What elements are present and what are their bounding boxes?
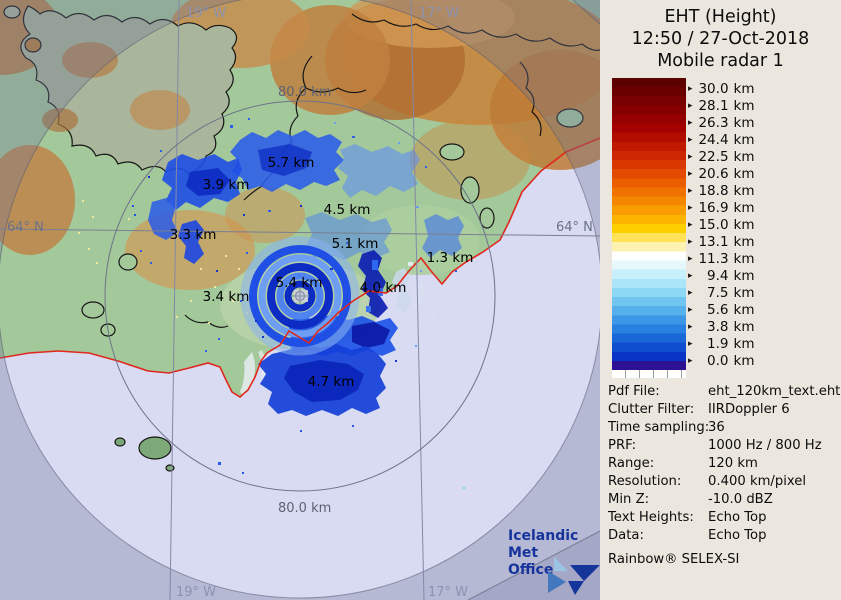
lon-label-bottom-right: 17° W (428, 585, 468, 600)
height-color-scale (612, 78, 686, 370)
tick-arrow-icon: ▸ (688, 338, 693, 349)
tick-arrow-icon: ▸ (688, 236, 693, 247)
radar-site-spiral (240, 236, 360, 356)
radar-echoes (132, 118, 465, 489)
radar-map-canvas: 19° W 17° W 80.0 km 64° N 64° N 80.0 km … (0, 0, 600, 600)
tick-arrow-icon: ▸ (688, 253, 693, 264)
color-scale-tick: ▸ 24.4 km (688, 131, 755, 148)
color-scale-tick: ▸ 28.1 km (688, 97, 755, 114)
echo-height-label: 4.5 km (324, 202, 371, 218)
color-scale-tick: ▸ 9.4 km (688, 267, 755, 284)
metadata-row: PRF: 1000 Hz / 800 Hz (608, 438, 822, 453)
color-scale-tick: ▸ 1.9 km (688, 335, 755, 352)
lon-label-top-right: 17° W (419, 6, 459, 21)
range-ring-label-bottom: 80.0 km (278, 501, 331, 516)
color-scale-tick: ▸ 7.5 km (688, 284, 755, 301)
lon-label-bottom-left: 19° W (176, 585, 216, 600)
radar-source: Mobile radar 1 (657, 51, 784, 71)
sector-edge-lines (467, 0, 600, 600)
metadata-row: Time sampling:36 (608, 420, 725, 435)
metadata-row: Text Heights: Echo Top (608, 510, 767, 525)
tick-arrow-icon: ▸ (688, 100, 693, 111)
met-office-logo-text-line1: Icelandic Met (508, 528, 579, 561)
glacier-contours (3, 5, 600, 472)
tick-arrow-icon: ▸ (688, 134, 693, 145)
metadata-row: Pdf File: eht_120km_text.eht (608, 384, 841, 399)
met-office-logo: Icelandic Met Office (508, 528, 608, 598)
echo-height-label: 5.7 km (268, 155, 315, 171)
color-scale-tick: ▸ 18.8 km (688, 182, 755, 199)
graticule-lines (0, 0, 600, 600)
color-scale-tick: ▸ 26.3 km (688, 114, 755, 131)
range-ring-80km (104, 100, 496, 492)
color-scale-tick: ▸ 30.0 km (688, 80, 755, 97)
echo-height-label: 4.0 km (360, 280, 407, 296)
range-dim-overlay (0, 0, 600, 600)
echo-height-label: 4.7 km (308, 374, 355, 390)
tick-arrow-icon: ▸ (688, 117, 693, 128)
range-circle-120km (0, 0, 600, 599)
scan-metadata: Pdf File: eht_120km_text.eht Clutter Filt… (608, 383, 840, 569)
software-signature: Rainbow® SELEX-SI (608, 552, 740, 567)
coastal-road (0, 137, 600, 398)
met-office-logo-text-line2: Office (508, 562, 554, 578)
tick-arrow-icon: ▸ (688, 270, 693, 281)
map-labels: 19° W 17° W 80.0 km 64° N 64° N 80.0 km … (7, 6, 593, 600)
color-scale-tick: ▸ 5.6 km (688, 301, 755, 318)
color-scale-tick: ▸ 11.3 km (688, 250, 755, 267)
lat-label-left: 64° N (7, 220, 44, 235)
color-scale-tick: ▸ 16.9 km (688, 199, 755, 216)
metadata-row: Clutter Filter: IIRDoppler 6 (608, 402, 790, 417)
color-scale-tick: ▸ 15.0 km (688, 216, 755, 233)
color-scale-tick: ▸ 22.5 km (688, 148, 755, 165)
tick-arrow-icon: ▸ (688, 321, 693, 332)
tick-arrow-icon: ▸ (688, 355, 693, 366)
color-scale-tick: ▸ 13.1 km (688, 233, 755, 250)
product-title: EHT (Height) (664, 7, 777, 27)
radar-map: 19° W 17° W 80.0 km 64° N 64° N 80.0 km … (0, 0, 600, 600)
tick-arrow-icon: ▸ (688, 151, 693, 162)
lat-label-right: 64° N (556, 220, 593, 235)
range-ring-label-top: 80.0 km (278, 85, 331, 100)
color-scale-labels: ▸ 30.0 km ▸ 28.1 km ▸ 26.3 km ▸ 24.4 km ▸ 22.5 km … (688, 80, 755, 369)
tick-arrow-icon: ▸ (688, 304, 693, 315)
scan-datetime: 12:50 / 27-Oct-2018 (631, 29, 810, 49)
met-office-logo-icon (548, 557, 600, 595)
metadata-row: Resolution: 0.400 km/pixel (608, 474, 807, 489)
tick-arrow-icon: ▸ (688, 83, 693, 94)
tick-arrow-icon: ▸ (688, 185, 693, 196)
metadata-row: Range: 120 km (608, 456, 758, 471)
echo-height-label: 5.4 km (276, 275, 323, 291)
echo-height-label: 3.3 km (170, 227, 217, 243)
echo-height-label: 1.3 km (427, 250, 474, 266)
tick-arrow-icon: ▸ (688, 168, 693, 179)
radar-site-crosshair-icon (292, 288, 308, 304)
panel-header: EHT (Height) 12:50 / 27-Oct-2018 Mobile … (600, 0, 841, 72)
tick-arrow-icon: ▸ (688, 287, 693, 298)
color-scale-tick: ▸ 3.8 km (688, 318, 755, 335)
lon-label-top-left: 19° W (186, 6, 226, 21)
tick-arrow-icon: ▸ (688, 219, 693, 230)
metadata-row: Data: Echo Top (608, 528, 767, 543)
color-scale-footer-strip (612, 370, 686, 378)
info-panel: EHT (Height) 12:50 / 27-Oct-2018 Mobile … (600, 0, 841, 600)
tick-arrow-icon: ▸ (688, 202, 693, 213)
echo-height-label: 5.1 km (332, 236, 379, 252)
echo-height-label: 3.9 km (203, 177, 250, 193)
color-scale-tick: ▸ 20.6 km (688, 165, 755, 182)
color-scale-tick: ▸ 0.0 km (688, 352, 755, 369)
echo-height-label: 3.4 km (203, 289, 250, 305)
echo-speckles (132, 118, 465, 489)
metadata-row: Min Z: -10.0 dBZ (608, 492, 773, 507)
